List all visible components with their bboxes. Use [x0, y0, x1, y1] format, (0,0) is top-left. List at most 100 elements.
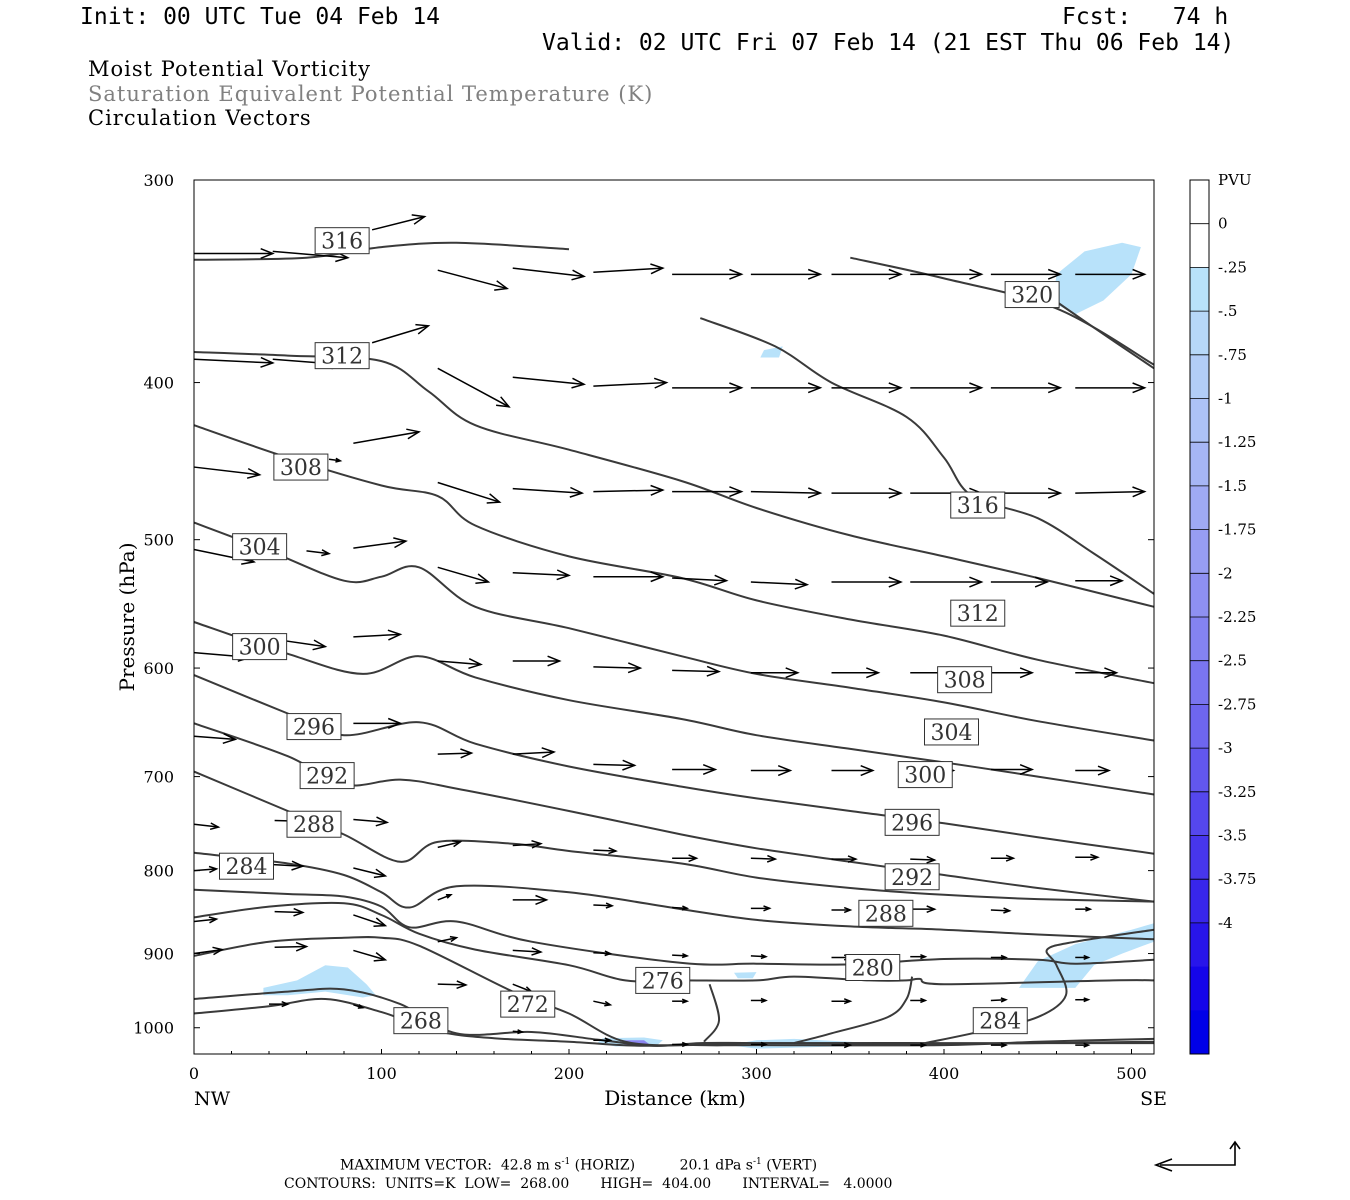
contour-label-4: 300 — [232, 633, 288, 661]
vector-arrow-82 — [990, 854, 1016, 862]
contour-label-8: 284 — [219, 852, 274, 880]
colorbar-segment — [1190, 529, 1209, 574]
theta-contour-1 — [193, 351, 1155, 608]
vector-arrow-25 — [328, 457, 343, 463]
contour-label-text: 284 — [226, 855, 268, 880]
vector-arrow-125 — [750, 1041, 768, 1048]
vector-arrow-3 — [437, 269, 510, 291]
contour-label-6: 292 — [299, 762, 355, 790]
colorbar-tick-label: -1.25 — [1218, 433, 1256, 451]
vector-arrow-16 — [512, 376, 587, 389]
theta-contour-13 — [193, 997, 1154, 1047]
vector-arrow-50 — [353, 629, 403, 641]
vector-arrow-92 — [831, 906, 853, 914]
vector-arrow-120 — [269, 1001, 290, 1008]
contour-label-9: 268 — [393, 1007, 449, 1035]
vector-arrow-111 — [437, 980, 468, 990]
vector-arrow-81 — [910, 855, 937, 864]
vector-arrow-88 — [512, 894, 549, 905]
colorbar-segment — [1190, 660, 1209, 705]
colorbar-tick-label: -3.5 — [1218, 827, 1247, 845]
vector-arrow-44 — [831, 576, 903, 588]
contour-label-text: 320 — [1011, 284, 1053, 309]
contour-label-text: 292 — [891, 866, 933, 891]
contour-units: UNITS=K — [384, 1176, 456, 1192]
vector-arrow-103 — [750, 953, 768, 960]
x-tick-label: 500 — [1116, 1064, 1147, 1083]
contour-label-21: 292 — [884, 863, 940, 891]
contour-label-text: 276 — [642, 969, 684, 994]
vector-arrow-66 — [672, 764, 718, 775]
contour-label-text: 300 — [239, 636, 281, 661]
vector-arrow-96 — [193, 916, 219, 924]
contour-label-text: 272 — [507, 993, 549, 1018]
colorbar-segment — [1190, 879, 1209, 924]
y-axis: 300 400 500 600 700 800 900 1000 — [133, 171, 1154, 1038]
contour-label-18: 304 — [924, 718, 979, 746]
colorbar-segment — [1190, 573, 1209, 618]
vector-arrow-112 — [512, 983, 534, 993]
colorbar-tick-label: -2.5 — [1218, 652, 1247, 670]
contours-label: CONTOURS: — [284, 1176, 376, 1192]
vector-arrow-63 — [437, 748, 474, 759]
vector-arrow-35 — [1075, 486, 1147, 498]
vector-arrow-12 — [193, 356, 275, 368]
vector-arrow-37 — [306, 549, 332, 557]
vector-arrow-54 — [672, 665, 722, 677]
theta-contour-11 — [193, 935, 1155, 1047]
colorbar-segment — [1190, 223, 1209, 268]
contour-label-7: 288 — [286, 810, 342, 838]
vector-arrow-17 — [593, 377, 669, 389]
vector-arrow-83 — [1075, 853, 1100, 861]
colorbar-segment — [1190, 267, 1209, 312]
vector-arrow-108 — [193, 946, 225, 956]
low-value: 268.00 — [520, 1176, 570, 1192]
horiz-exponent: -1 — [561, 1157, 571, 1167]
contour-labels: 316 312 308 304 300 296 292 288 284 268 272 276 280 2… — [219, 227, 1060, 1035]
colorbar-tick-label: -.75 — [1218, 346, 1247, 364]
colorbar-title: PVU — [1218, 171, 1252, 189]
contour-label-text: 292 — [306, 765, 348, 790]
contour-label-15: 316 — [950, 491, 1006, 519]
vector-arrow-85 — [268, 860, 305, 871]
vector-arrow-28 — [512, 486, 585, 498]
vector-arrow-42 — [672, 574, 729, 586]
theta-contour-0 — [193, 241, 570, 261]
low-label: LOW= — [464, 1176, 512, 1192]
contour-label-text: 308 — [944, 669, 986, 694]
y-tick-label: 800 — [143, 862, 174, 881]
y-tick-label: 700 — [143, 768, 174, 787]
colorbar-tick-label: -3.25 — [1218, 783, 1256, 801]
vector-arrow-9 — [910, 268, 984, 280]
vector-arrow-27 — [437, 481, 502, 504]
vector-arrow-45 — [910, 576, 984, 588]
colorbar-segment — [1190, 180, 1209, 225]
contour-label-11: 276 — [635, 966, 691, 994]
contour-label-17: 308 — [937, 666, 993, 694]
vert-suffix: (VERT) — [766, 1157, 818, 1174]
vector-arrow-113 — [593, 1000, 613, 1007]
reference-vector-icon — [1153, 1140, 1241, 1172]
contour-label-12: 280 — [845, 953, 901, 981]
high-label: HIGH= — [600, 1176, 654, 1192]
pv-colorbar: 0 -.25 -.5 -.75 -1 -1.25 -1.5 -1.75 -2 -2.25 -2.5 -… — [1189, 179, 1256, 1055]
x-tick-label: 400 — [929, 1064, 960, 1083]
vector-arrow-110 — [353, 949, 388, 962]
colorbar-segment — [1190, 442, 1209, 487]
vector-arrow-124 — [672, 1041, 690, 1048]
colorbar-tick-label: -3.75 — [1218, 870, 1256, 888]
colorbar-tick-label: 0 — [1218, 215, 1228, 233]
vector-arrow-123 — [593, 1037, 613, 1044]
title-theta-es: Saturation Equivalent Potential Temperat… — [88, 82, 654, 106]
contour-label-2: 308 — [273, 453, 329, 481]
vector-arrow-114 — [672, 998, 690, 1004]
contour-label-5: 296 — [286, 713, 342, 741]
vector-arrow-31 — [750, 487, 823, 499]
contour-label-text: 300 — [904, 764, 946, 789]
x-tick-label: 300 — [741, 1064, 772, 1083]
vector-arrow-51 — [437, 658, 483, 670]
contour-label-text: 304 — [239, 536, 281, 561]
theta-contour-9 — [193, 888, 1155, 966]
vector-arrow-95 — [1075, 906, 1093, 912]
